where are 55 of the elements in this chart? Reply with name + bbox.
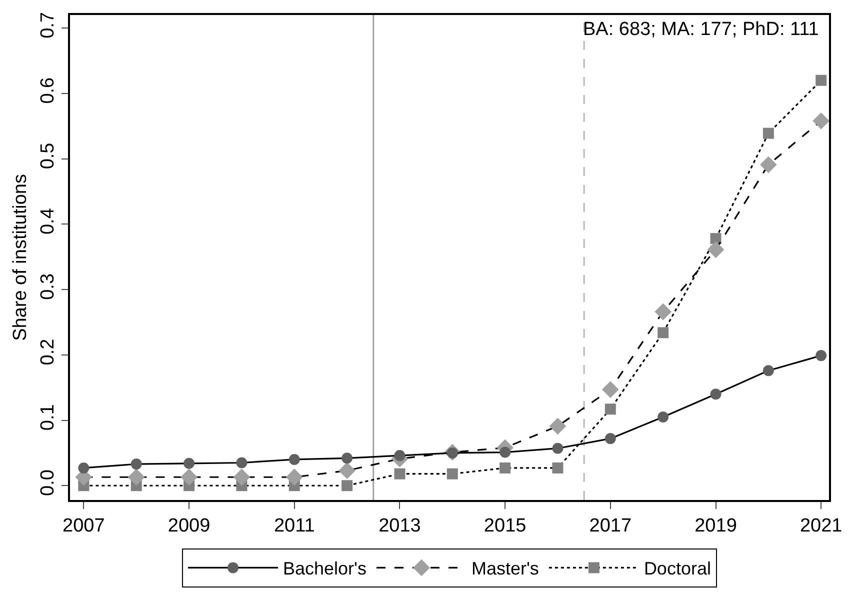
y-tick-label: 0.4 [38, 208, 59, 235]
legend-label: Master's [471, 558, 539, 579]
y-tick-label: 0.5 [38, 142, 59, 170]
point [762, 128, 774, 139]
legend-label: Bachelor's [283, 558, 366, 579]
point [184, 458, 195, 469]
point [180, 468, 198, 486]
point [762, 365, 774, 376]
point [128, 468, 145, 486]
x-tick-label: 2009 [168, 516, 210, 537]
y-axis-title: Share of institutions [10, 174, 31, 341]
point [812, 112, 829, 130]
point [710, 388, 722, 400]
point [760, 156, 777, 174]
point [233, 468, 250, 486]
point [654, 303, 672, 320]
y-tick-label: 0.1 [38, 404, 59, 431]
point [446, 468, 458, 480]
point [549, 418, 566, 435]
y-tick-label: 0.0 [38, 470, 59, 496]
x-tick-label: 2011 [274, 516, 315, 537]
point [552, 462, 564, 474]
x-tick-label: 2015 [484, 516, 526, 537]
point [500, 446, 511, 458]
point [500, 462, 511, 474]
y-tick-label: 0.2 [38, 338, 59, 366]
point [394, 450, 406, 462]
x-tick-label: 2021 [800, 516, 842, 537]
point [342, 452, 353, 464]
point [707, 241, 724, 258]
point [604, 433, 616, 444]
x-tick-label: 2017 [589, 516, 632, 537]
point [130, 458, 142, 470]
point [286, 468, 303, 486]
x-tick-label: 2007 [62, 516, 105, 537]
point [552, 442, 564, 454]
y-tick-label: 0.3 [38, 273, 59, 300]
y-tick-label: 0.6 [38, 77, 59, 104]
x-tick-label: 2019 [694, 516, 737, 537]
y-tick-label: 0.7 [38, 12, 59, 38]
point [78, 462, 90, 474]
point [288, 454, 300, 465]
x-tick-label: 2013 [378, 516, 421, 537]
point [342, 480, 353, 492]
point [658, 327, 669, 338]
annotation: BA: 683; MA: 177; PhD: 111 [583, 19, 819, 40]
point [236, 457, 248, 468]
point [602, 381, 619, 398]
legend-label: Doctoral [644, 558, 711, 579]
point [394, 468, 406, 480]
point [816, 350, 827, 362]
point [338, 462, 356, 480]
point [604, 404, 616, 415]
point [816, 74, 827, 86]
point [658, 411, 669, 422]
